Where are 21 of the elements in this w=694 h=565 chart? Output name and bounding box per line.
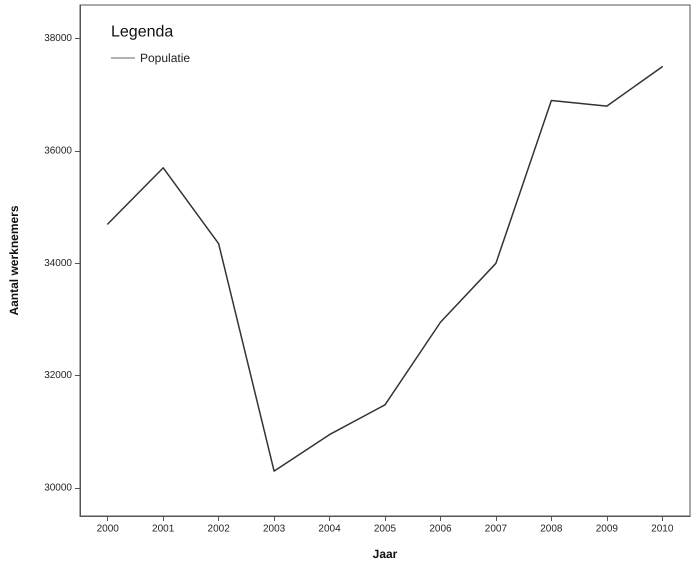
y-tick-label: 36000 [44, 146, 72, 156]
y-tick-label: 38000 [44, 33, 72, 44]
y-tick-label: 30000 [44, 482, 72, 494]
x-tick-label: 2001 [152, 524, 175, 534]
legend-title: Legenda [111, 24, 174, 40]
x-tick-label: 2005 [374, 524, 397, 534]
x-tick-label: 2000 [96, 524, 120, 534]
line-series [106, 66, 664, 472]
x-tick-label: 2009 [596, 524, 618, 534]
y-tick-label: 34000 [44, 258, 72, 269]
x-tick-label: 2004 [318, 524, 342, 534]
x-tick-label: 2007 [484, 524, 508, 534]
y-tick-label: 32000 [44, 370, 72, 382]
x-tick-label: 2003 [262, 524, 286, 534]
x-tick-label: 2008 [540, 524, 563, 534]
legend-label: Populatie [140, 51, 190, 65]
x-tick-label: 2006 [429, 524, 452, 534]
y-axis-title: Aantal werknemers [7, 205, 21, 316]
x-tick-label: 2010 [651, 524, 674, 534]
x-tick-label: 2002 [208, 524, 230, 534]
x-axis-title: Jaar [372, 547, 398, 561]
